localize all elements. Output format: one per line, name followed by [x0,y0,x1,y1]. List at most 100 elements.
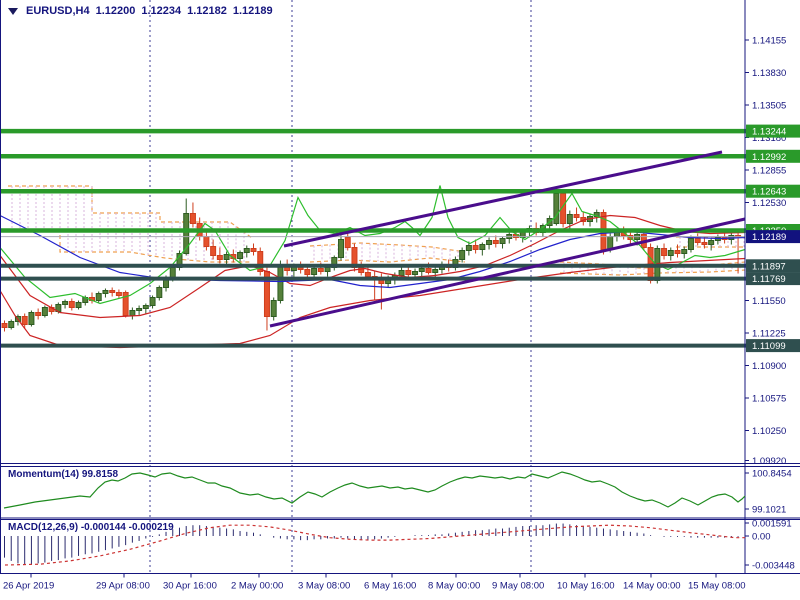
time-axis: 26 Apr 2019 29 Apr 08:00 30 Apr 16:00 2 May… [3,573,746,592]
candle-body [364,272,371,277]
candle-body [405,270,412,275]
candle-body [311,268,318,275]
date-label: 15 May 08:00 [688,581,746,592]
price-tick-label: 1.11550 [752,296,786,307]
candle-body [109,290,116,293]
price-badge-1.12189: 1.12189 [746,230,800,244]
candle-body [203,236,210,247]
candle-body [661,248,668,256]
price-tick-label: 1.11225 [752,329,786,340]
momentum-pane: 100.8454 99.1021 [3,469,792,516]
date-label: 9 May 08:00 [492,581,544,592]
candle-body [681,249,688,254]
macd-signal-value: -0.000219 [128,522,174,533]
candle-body [553,193,560,224]
momentum-indicator-label: Momentum(14) 99.8158 [8,469,118,480]
date-label: 3 May 08:00 [298,581,350,592]
quote-low: 1.12182 [187,5,227,17]
candle-body [237,252,244,259]
candle-body [223,254,230,260]
candle-body [304,269,311,275]
price-badge-label: 1.11099 [752,341,786,352]
candle-body [21,316,28,325]
candle-body [189,213,196,224]
price-tick-label: 1.12855 [752,166,786,177]
candle-body [62,301,69,305]
candle-body [136,308,143,311]
price-badge-1.12643: 1.12643 [746,184,800,198]
macd-signal-line [4,524,745,566]
candlesticks [1,190,742,332]
candle-body [95,293,102,301]
candle-body [499,238,506,244]
quote-close: 1.12189 [232,5,273,17]
candle-body [149,297,156,306]
date-label: 6 May 16:00 [364,581,416,592]
candle-body [183,213,190,254]
price-badge-label: 1.12189 [752,232,786,243]
candle-body [398,270,405,276]
ma-red [0,214,746,319]
price-badge-1.11897: 1.11897 [746,259,800,273]
price-tick-label: 1.10900 [752,361,786,372]
price-badge-1.11769: 1.11769 [746,272,800,286]
candle-body [41,307,48,316]
candle-body [35,312,42,316]
candle-body [156,287,163,298]
price-badge-label: 1.11897 [752,261,786,272]
candle-body [694,238,701,243]
candle-body [129,310,136,316]
channel-upper-trendline [283,150,723,248]
candle-body [75,302,82,308]
trend-channel[interactable] [269,150,746,328]
candle-body [338,239,344,258]
date-label: 14 May 00:00 [623,581,681,592]
date-label: 8 May 00:00 [428,581,480,592]
candle-body [465,245,472,251]
candle-body [68,301,75,308]
candle-body [142,305,149,309]
macd-axis-label: 0.00 [752,532,771,543]
candle-body [1,323,8,328]
momentum-axis-label: 99.1021 [752,505,786,516]
candle-body [459,250,466,260]
date-label: 10 May 16:00 [557,581,615,592]
candle-body [479,244,486,250]
price-tick-label: 1.13180 [752,133,786,144]
candle-body [708,240,715,245]
quote-open: 1.12200 [95,5,136,17]
candle-body [243,248,250,253]
period-separators [149,0,532,574]
candle-body [425,268,432,273]
price-tick-label: 1.10250 [752,426,786,437]
candle-body [573,214,580,218]
candle-body [486,240,493,245]
momentum-value: 99.8158 [81,469,119,480]
price-badge-label: 1.12992 [752,152,786,163]
candle-body [250,248,257,252]
price-axis: 1.14155 1.13830 1.13505 1.13180 1.12855 1.125… [745,36,800,467]
macd-indicator-label: MACD(12,26,9) -0.000144 -0.000219 [8,522,174,533]
macd-value: -0.000144 [80,522,126,533]
horizontal-levels[interactable] [0,128,759,348]
momentum-axis-label: 100.8454 [752,469,792,480]
price-tick-label: 1.13830 [752,68,786,79]
quote-high: 1.12234 [141,5,182,17]
chart-title: EURUSD,H4 1.12200 1.12234 1.12182 1.1218… [8,5,273,17]
price-tick-label: 1.12530 [752,198,786,209]
symbol-marker-icon [8,7,18,15]
candle-body [8,321,15,328]
candle-body [210,246,217,256]
candle-body [412,271,419,275]
channel-lower-trendline [269,217,746,328]
candle-body [566,214,573,224]
macd-axis-label: 0.001591 [752,519,792,530]
price-tick-label: 1.13505 [752,101,786,112]
candle-body [432,269,439,273]
candle-body [102,290,109,294]
date-label: 29 Apr 08:00 [96,581,150,592]
momentum-line [3,471,746,509]
candle-body [344,237,351,248]
momentum-name: Momentum(14) [8,469,80,480]
